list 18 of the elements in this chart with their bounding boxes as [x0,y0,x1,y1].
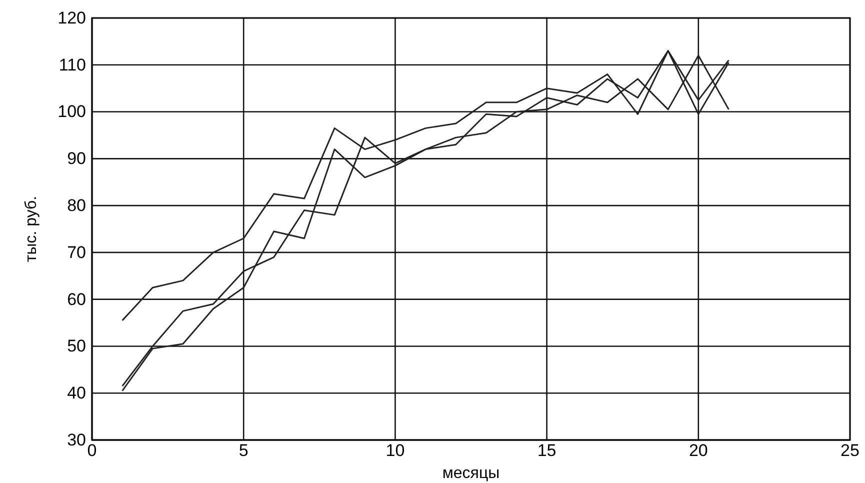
y-tick-label: 70 [67,242,86,262]
y-tick-label: 50 [67,336,86,356]
y-tick-label: 60 [67,290,86,309]
y-tick-label: 120 [58,8,86,28]
y-tick-label: 90 [67,149,86,168]
x-tick-label: 5 [238,441,248,460]
y-tick-label: 110 [58,55,86,74]
y-tick-label: 40 [67,384,86,403]
x-tick-label: 0 [87,441,97,460]
x-axis-title: месяцы [442,465,500,482]
x-tick-label: 15 [537,441,556,460]
y-axis-title: тыс. руб. [23,196,40,262]
y-tick-label: 30 [67,430,86,450]
y-tick-label: 100 [58,102,86,122]
x-tick-label: 10 [386,441,405,460]
y-tick-label: 80 [67,196,86,215]
x-tick-label: 20 [688,441,708,460]
x-tick-label: 25 [840,441,860,460]
